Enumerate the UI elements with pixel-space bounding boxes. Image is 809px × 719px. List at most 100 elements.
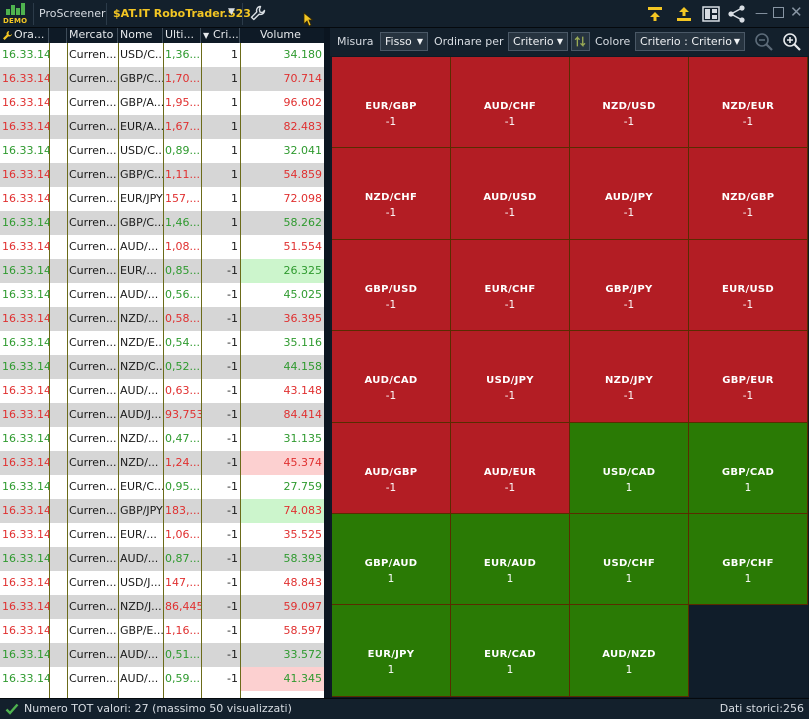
heatmap-tile[interactable]: AUD/EUR -1 [451,422,569,513]
download-icon[interactable] [645,4,665,24]
sort-select[interactable]: Criterio ▼ [508,32,568,51]
table-row[interactable]: 16.33.14 Curren... NZD/J... 86,445 -1 59.097 [0,595,324,619]
heatmap-tile[interactable]: GBP/USD -1 [332,239,450,331]
app-name-tab[interactable]: ProScreener [39,7,106,20]
table-row[interactable]: 16.33.14 Curren... NZD/... 1,24... -1 45.374 [0,451,324,475]
table-row[interactable]: 16.33.14 Curren... NZD/... 0,47... -1 31.135 [0,427,324,451]
criterion-cell: -1 [227,360,238,373]
heatmap-tile[interactable]: NZD/GBP -1 [689,148,807,239]
criterion-cell: -1 [227,624,238,637]
blank-cell [49,91,67,115]
volume-cell: 51.554 [283,240,323,253]
table-row[interactable]: 16.33.14 Curren... USD/C... 1,36... 1 34.180 [0,43,324,67]
table-row[interactable]: 16.33.14 Curren... AUD/... 1,08... 1 51.554 [0,235,324,259]
zoom-out-icon[interactable] [753,31,775,53]
chevron-down-icon[interactable]: ▼ [228,7,235,17]
sort-order-icon[interactable] [571,32,590,51]
wrench-icon[interactable] [2,30,13,41]
column-header-market[interactable]: Mercato [67,28,118,43]
heatmap-tile[interactable]: NZD/CHF -1 [332,148,450,239]
table-row[interactable]: 16.33.14 Curren... AUD/J... 93,753 -1 84.414 [0,403,324,427]
wrench-icon[interactable] [250,5,266,21]
column-header-blank[interactable] [49,28,67,43]
heatmap-tile[interactable]: EUR/USD -1 [689,239,807,331]
color-select[interactable]: Criterio : Criterio ▼ [635,32,745,51]
heatmap-tile[interactable]: EUR/GBP -1 [332,57,450,148]
last-price-cell: 0,63... [165,384,200,397]
layout-icon[interactable] [701,4,721,24]
table-row[interactable]: 16.33.14 Curren... GBP/C... 1,11... 1 54.859 [0,163,324,187]
heatmap-tile[interactable]: USD/CHF 1 [570,514,688,605]
sort-desc-icon[interactable]: ▼ [203,31,210,40]
table-row[interactable]: 16.33.14 Curren... GBP/JPY 183,... -1 74.083 [0,499,324,523]
maximize-icon[interactable] [773,7,784,18]
name-cell: GBP/JPY [120,504,163,517]
heatmap-tile[interactable]: NZD/EUR -1 [689,57,807,148]
column-header-time[interactable]: Ora... [0,28,49,43]
heatmap-tile[interactable]: NZD/USD -1 [570,57,688,148]
table-row[interactable]: 16.33.14 Curren... USD/J... 147,... -1 48.843 [0,571,324,595]
heatmap-tile[interactable]: GBP/CAD 1 [689,422,807,513]
chevron-down-icon: ▼ [556,37,563,46]
heatmap-tile[interactable]: EUR/JPY 1 [332,605,450,696]
heatmap-tile[interactable]: GBP/EUR -1 [689,331,807,422]
column-header-last[interactable]: Ulti... [163,28,201,43]
table-row[interactable]: 16.33.14 Curren... AUD/... 0,59... -1 41.345 [0,667,324,691]
table-row[interactable]: 16.33.14 Curren... EUR/... 1,06... -1 35.525 [0,523,324,547]
table-row[interactable]: 16.33.14 Curren... EUR/C... 0,95... -1 27.759 [0,475,324,499]
size-select[interactable]: Fisso ▼ [380,32,428,51]
last-price-cell: 1,06... [165,528,200,541]
heatmap-tile[interactable]: AUD/USD -1 [451,148,569,239]
heatmap-tile[interactable]: AUD/JPY -1 [570,148,688,239]
heatmap-tile[interactable]: NZD/JPY -1 [570,331,688,422]
table-row[interactable]: 16.33.14 Curren... AUD/... 0,56... -1 45.025 [0,283,324,307]
heatmap-tile[interactable]: EUR/AUD 1 [451,514,569,605]
table-row[interactable]: 16.33.14 Curren... NZD/C... 0,52... -1 44.158 [0,355,324,379]
table-row[interactable]: 16.33.14 Curren... EUR/JPY 157,... 1 72.098 [0,187,324,211]
panel-splitter[interactable] [324,28,330,698]
table-row[interactable]: 16.33.14 Curren... NZD/E... 0,54... -1 35.116 [0,331,324,355]
heatmap-tile[interactable]: GBP/CHF 1 [689,514,807,605]
market-cell: Curren... [69,576,117,589]
table-row[interactable]: 16.33.14 Curren... GBP/C... 1,46... 1 58.262 [0,211,324,235]
share-icon[interactable] [727,4,747,24]
name-cell: NZD/C... [120,360,163,373]
volume-cell: 48.843 [283,576,323,589]
heatmap-tile[interactable]: AUD/NZD 1 [570,605,688,696]
column-header-volume[interactable]: Volume [260,28,301,41]
heatmap-tile[interactable]: AUD/CHF -1 [451,57,569,148]
tile-value: -1 [742,298,754,311]
table-row[interactable]: 16.33.14 Curren... GBP/C... 1,70... 1 70.714 [0,67,324,91]
heatmap-tile[interactable]: EUR/CHF -1 [451,239,569,331]
heatmap-tile[interactable]: USD/CAD 1 [570,422,688,513]
criterion-cell: -1 [227,408,238,421]
heatmap-tile[interactable]: USD/JPY -1 [451,331,569,422]
heatmap-tile[interactable]: AUD/GBP -1 [332,422,450,513]
heatmap-toolbar: Misura Fisso ▼ Ordinare per Criterio ▼ C… [330,28,809,56]
market-cell: Curren... [69,72,117,85]
minimize-icon[interactable]: — [755,6,768,21]
table-row[interactable]: 16.33.14 Curren... EUR/A... 1,67... 1 82.483 [0,115,324,139]
tile-value: -1 [742,390,754,403]
table-row[interactable]: 16.33.14 Curren... GBP/E... 1,16... -1 58.597 [0,619,324,643]
table-row[interactable]: 16.33.14 Curren... AUD/... 0,87... -1 58.393 [0,547,324,571]
screener-selector[interactable]: $AT.IT RoboTrader.S23 [113,7,251,20]
table-row[interactable]: 16.33.14 Curren... EUR/... 0,85... -1 26.325 [0,259,324,283]
heatmap-tile[interactable]: GBP/AUD 1 [332,514,450,605]
table-row[interactable]: 16.33.14 Curren... AUD/... 0,51... -1 33.572 [0,643,324,667]
table-row[interactable]: 16.33.14 Curren... USD/C... 0,89... 1 32.041 [0,139,324,163]
tile-symbol: NZD/EUR [721,101,775,112]
heatmap-tile[interactable]: AUD/CAD -1 [332,331,450,422]
column-header-name[interactable]: Nome [118,28,163,43]
last-price-cell: 157,... [165,192,200,205]
heatmap-tile[interactable]: EUR/CAD 1 [451,605,569,696]
table-row[interactable]: 16.33.14 Curren... NZD/... 0,58... -1 36.395 [0,307,324,331]
blank-cell [49,499,67,523]
table-row[interactable]: 16.33.14 Curren... GBP/A... 1,95... 1 96.602 [0,91,324,115]
zoom-in-icon[interactable] [781,31,803,53]
column-header-criterion[interactable]: Cri... [201,28,240,43]
table-row[interactable]: 16.33.14 Curren... AUD/... 0,63... -1 43.148 [0,379,324,403]
upload-icon[interactable] [674,4,694,24]
heatmap-tile[interactable]: GBP/JPY -1 [570,239,688,331]
close-icon[interactable]: ✕ [790,3,803,21]
